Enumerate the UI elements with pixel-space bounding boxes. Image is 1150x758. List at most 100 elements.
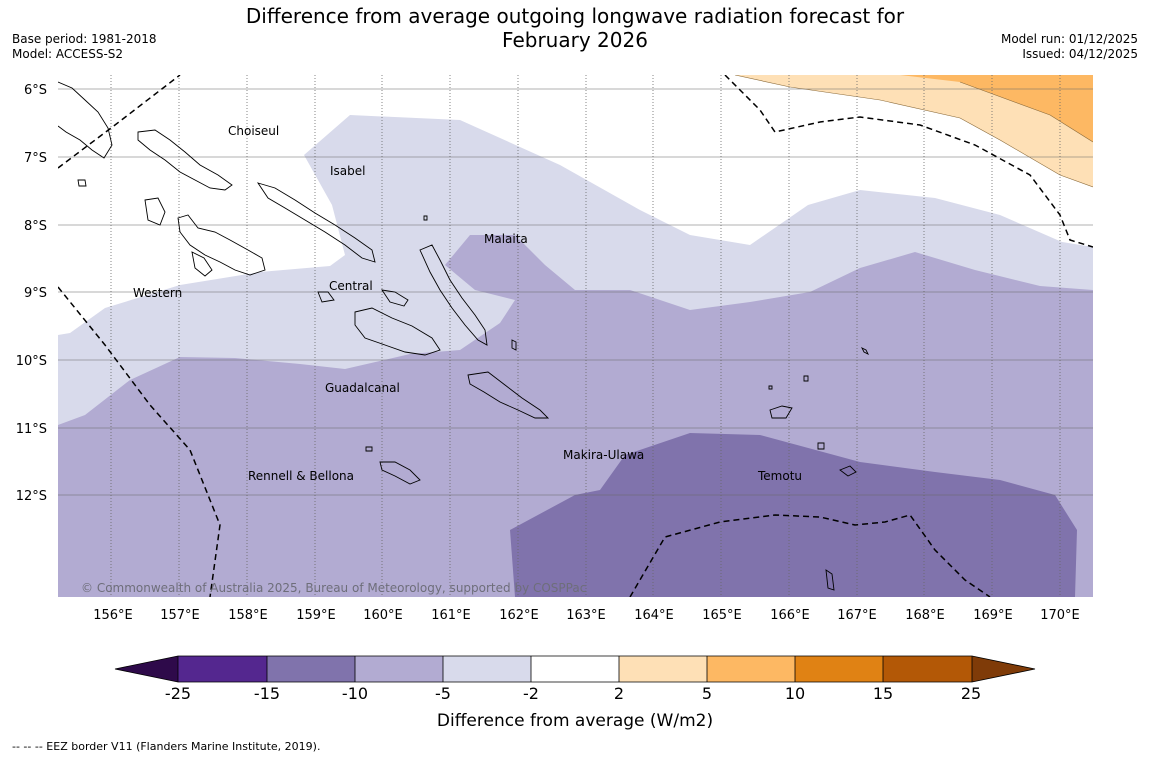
colorbar-tick: 2 xyxy=(614,684,624,703)
lon-label: 170°E xyxy=(1040,608,1080,623)
colorbar-dividers xyxy=(177,656,973,682)
olr-band-orange xyxy=(900,75,1093,142)
issued-date: Issued: 04/12/2025 xyxy=(1022,47,1138,61)
graticule xyxy=(58,88,1093,496)
place-guadalcanal: Guadalcanal xyxy=(325,381,400,395)
map-area: Choiseul Isabel Malaita Central Western … xyxy=(58,75,1093,597)
colorbar-bin-5 xyxy=(531,656,619,682)
lon-label: 158°E xyxy=(228,608,268,623)
lon-label: 167°E xyxy=(837,608,877,623)
island-bougainville xyxy=(58,81,113,159)
island-florida xyxy=(381,289,409,307)
island-small-rotuma xyxy=(825,569,835,591)
eez-border xyxy=(58,75,1093,597)
colorbar-tick: -2 xyxy=(523,684,539,703)
island-utupua xyxy=(839,465,857,477)
colorbar-bin-7 xyxy=(707,656,795,682)
olr-band-orange-light xyxy=(735,75,1093,187)
colorbar-label: Difference from average (W/m2) xyxy=(437,711,713,731)
place-isabel: Isabel xyxy=(330,164,365,178)
place-rennell-bellona: Rennell & Bellona xyxy=(248,469,354,483)
lat-label: 9°S xyxy=(24,286,47,301)
colorbar: -25 -15 -10 -5 -2 2 5 10 15 25 Differenc… xyxy=(114,655,1036,731)
lat-labels: 6°S 7°S 8°S 9°S 10°S 11°S 12°S xyxy=(16,83,47,504)
lon-labels: 156°E 157°E 158°E 159°E 160°E 161°E 162°… xyxy=(93,608,1080,623)
meta-right: Model run: 01/12/2025 Issued: 04/12/2025 xyxy=(1001,32,1138,62)
colorbar-tick: -10 xyxy=(342,684,368,703)
place-makira-ulawa: Makira-Ulawa xyxy=(563,448,644,462)
colorbar-bin-9 xyxy=(883,656,972,682)
colorbar-extend-max xyxy=(972,656,1035,682)
footnote-eez: -- -- -- EEZ border V11 (Flanders Marine… xyxy=(12,740,321,753)
lon-label: 169°E xyxy=(973,608,1013,623)
model-run: Model run: 01/12/2025 xyxy=(1000,32,1138,46)
island-small-4 xyxy=(365,446,373,452)
place-central: Central xyxy=(329,279,373,293)
colorbar-tick: 25 xyxy=(961,684,981,703)
island-guadalcanal xyxy=(354,307,441,356)
lon-label: 164°E xyxy=(634,608,674,623)
lon-label: 168°E xyxy=(905,608,945,623)
model-name: Model: ACCESS-S2 xyxy=(12,47,124,61)
colorbar-tick: 5 xyxy=(702,684,712,703)
island-small-2 xyxy=(860,346,870,356)
eez-segment-south xyxy=(629,514,991,597)
base-period: Base period: 1981-2018 xyxy=(12,32,157,46)
island-new-georgia xyxy=(177,214,266,276)
place-malaita: Malaita xyxy=(484,232,528,246)
colorbar-tick: -15 xyxy=(254,684,280,703)
place-choiseul: Choiseul xyxy=(228,124,279,138)
lon-label: 156°E xyxy=(93,608,133,623)
title-line-1: Difference from average outgoing longwav… xyxy=(245,4,905,28)
place-temotu: Temotu xyxy=(757,469,802,483)
colorbar-bin-1 xyxy=(178,656,267,682)
island-small-west xyxy=(191,251,213,277)
lon-label: 165°E xyxy=(702,608,742,623)
colorbar-bin-6 xyxy=(619,656,707,682)
olr-band-boundary-2 xyxy=(959,81,1093,143)
island-new-georgia-2 xyxy=(144,197,166,226)
lat-label: 12°S xyxy=(16,489,47,504)
lon-label: 160°E xyxy=(363,608,403,623)
colorbar-tick: 10 xyxy=(785,684,805,703)
lon-label: 159°E xyxy=(296,608,336,623)
lat-label: 8°S xyxy=(24,219,47,234)
chart-title: Difference from average outgoing longwav… xyxy=(200,4,950,52)
lat-label: 11°S xyxy=(16,422,47,437)
island-ulawa xyxy=(511,339,517,351)
island-russell xyxy=(317,291,335,303)
eez-segment-north xyxy=(58,75,181,169)
island-small-3 xyxy=(768,385,773,390)
eez-segment-west xyxy=(58,286,221,597)
colorbar-bin-3 xyxy=(355,656,443,682)
island-makira xyxy=(467,371,550,419)
lon-label: 162°E xyxy=(499,608,539,623)
colorbar-ticks: -25 -15 -10 -5 -2 2 5 10 15 25 xyxy=(165,684,981,703)
olr-band-dark xyxy=(510,433,1077,597)
island-small-5 xyxy=(77,179,87,187)
lat-label: 6°S xyxy=(24,83,47,98)
lon-label: 166°E xyxy=(770,608,810,623)
island-small-1 xyxy=(803,375,809,382)
place-western: Western xyxy=(133,286,182,300)
lon-label: 157°E xyxy=(160,608,200,623)
island-rennell xyxy=(379,461,421,485)
copyright-notice: © Commonwealth of Australia 2025, Bureau… xyxy=(81,581,586,595)
island-small-6 xyxy=(423,215,428,221)
colorbar-bin-8 xyxy=(795,656,883,682)
colorbar-tick: 15 xyxy=(873,684,893,703)
coastlines xyxy=(58,81,870,591)
island-santa-cruz xyxy=(769,405,793,419)
lon-label: 163°E xyxy=(566,608,606,623)
lat-label: 10°S xyxy=(16,354,47,369)
title-line-2: February 2026 xyxy=(502,28,648,52)
colorbar-tick: -25 xyxy=(165,684,191,703)
graticule-lon xyxy=(110,75,1061,597)
colorbar-extend-min xyxy=(115,656,178,682)
colorbar-tick: -5 xyxy=(435,684,451,703)
island-vanikoro xyxy=(817,442,825,450)
colorbar-bin-4 xyxy=(443,656,531,682)
island-malaita xyxy=(419,244,488,346)
eez-segment-northeast xyxy=(724,75,1093,248)
